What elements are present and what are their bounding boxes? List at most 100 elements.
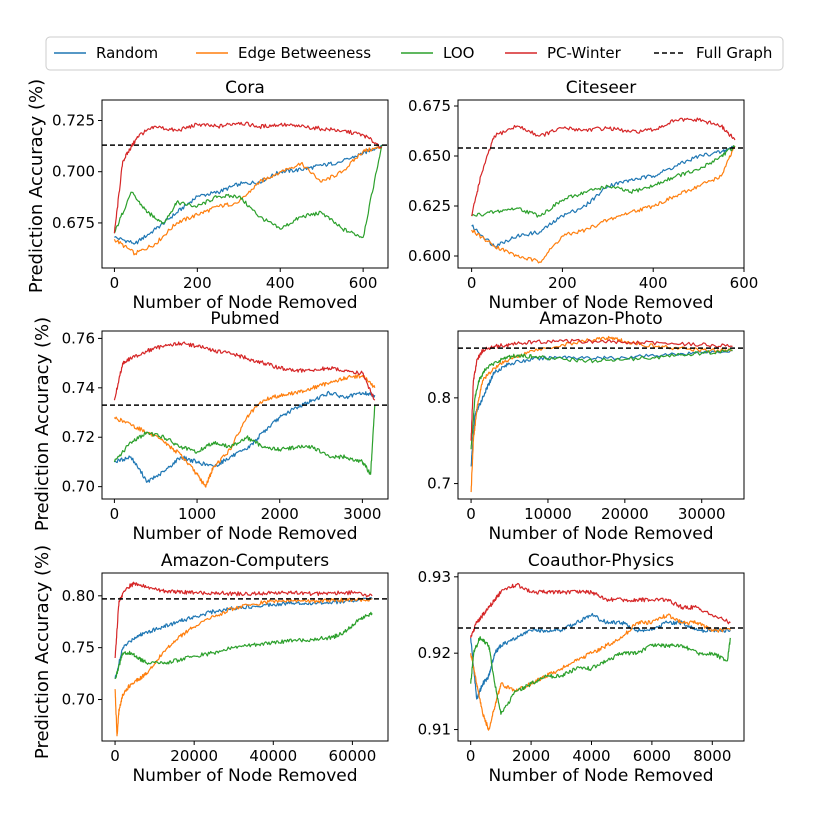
legend-item-edge-betweeness: Edge Betweeness [196, 44, 371, 62]
x-tick-label: 60000 [329, 747, 377, 765]
y-tick-label: 0.91 [418, 721, 451, 739]
x-tick-label: 2000 [261, 505, 299, 523]
x-axis-label: Number of Node Removed [132, 293, 357, 313]
y-tick-label: 0.72 [62, 428, 95, 446]
chart-title-amazon-computers: Amazon-Computers [161, 551, 329, 571]
y-tick-label: 0.93 [418, 568, 451, 586]
legend-item-pc-winter: PC-Winter [505, 44, 622, 62]
y-tick-label: 0.75 [62, 639, 95, 657]
series-line-pc-winter [114, 581, 373, 659]
x-tick-label: 10000 [524, 505, 572, 523]
x-tick-label: 0 [110, 747, 120, 765]
x-axis-label: Number of Node Removed [488, 293, 713, 313]
series-line-random [470, 349, 733, 467]
series-line-loo [113, 144, 383, 239]
y-tick-label: 0.76 [62, 329, 95, 347]
series-line-random [113, 390, 376, 483]
x-axis-label: Number of Node Removed [132, 766, 357, 786]
series-line-pc-winter [113, 121, 382, 234]
series-line-edge-betweeness [470, 613, 731, 731]
y-tick-label: 0.70 [62, 478, 95, 496]
y-tick-label: 0.675 [52, 214, 95, 232]
x-tick-label: 0 [110, 274, 120, 292]
x-axis-label: Number of Node Removed [488, 524, 713, 544]
legend-label-random: Random [96, 44, 158, 62]
x-tick-label: 3000 [343, 505, 381, 523]
panel-cora: Cora 0 200 400 600 0.675 0.700 0.725 Number of N… [52, 78, 389, 313]
chart-title-amazon-photo: Amazon-Photo [539, 309, 662, 329]
x-tick-label: 0 [467, 274, 477, 292]
ylabel-row-3: Prediction Accuracy (%) [32, 545, 53, 759]
y-tick-label: 0.625 [408, 197, 451, 215]
x-tick-label: 200 [548, 274, 577, 292]
plot-frame [457, 99, 745, 269]
x-axis-label: Number of Node Removed [488, 766, 713, 786]
y-tick-label: 0.8 [427, 389, 451, 407]
series-line-random [470, 612, 731, 700]
x-tick-label: 200 [183, 274, 212, 292]
chart-title-pubmed: Pubmed [210, 309, 279, 329]
legend-label-pc-winter: PC-Winter [547, 44, 622, 62]
y-tick-label: 0.7 [427, 475, 451, 493]
y-tick-label: 0.725 [52, 111, 95, 129]
legend-item-loo: LOO [401, 44, 474, 62]
series-line-random [114, 144, 383, 245]
series-line-loo [471, 145, 736, 218]
x-tick-label: 600 [730, 274, 759, 292]
series-line-loo [114, 611, 373, 680]
series-line-loo [470, 636, 731, 715]
chart-title-coauthor-physics: Coauthor-Physics [528, 551, 674, 571]
y-tick-label: 0.92 [418, 644, 451, 662]
x-tick-label: 2000 [512, 747, 550, 765]
x-tick-label: 4000 [572, 747, 610, 765]
plot-frame [101, 99, 389, 269]
panel-pubmed: Pubmed 0 1000 2000 3000 0.70 0.72 0.74 0.76 Numbe… [62, 309, 389, 544]
plot-frame [457, 330, 745, 500]
x-tick-label: 30000 [678, 505, 726, 523]
series-line-pc-winter [470, 338, 733, 441]
plot-frame [457, 572, 745, 742]
x-tick-label: 400 [639, 274, 668, 292]
x-tick-label: 0 [466, 747, 476, 765]
y-tick-label: 0.675 [408, 97, 451, 115]
series-line-edge-betweeness [113, 374, 376, 488]
ylabel-row-2: Prediction Accuracy (%) [32, 317, 53, 531]
x-tick-label: 0 [110, 505, 120, 523]
x-tick-label: 600 [349, 274, 378, 292]
legend-item-random: Random [54, 44, 158, 62]
legend-label-edge-betweeness: Edge Betweeness [238, 44, 371, 62]
panel-coauthor-physics: Coauthor-Physics 0 2000 4000 6000 8000 0.91 0.9… [418, 551, 745, 786]
series-line-pc-winter [470, 582, 731, 638]
series-line-edge-betweeness [114, 597, 373, 737]
y-tick-label: 0.600 [408, 247, 451, 265]
y-tick-label: 0.700 [52, 163, 95, 181]
series-line-random [114, 596, 373, 679]
x-tick-label: 20000 [601, 505, 649, 523]
ylabel-row-1: Prediction Accuracy (%) [26, 79, 47, 293]
legend-label-loo: LOO [443, 44, 474, 62]
series-line-pc-winter [113, 341, 376, 401]
panel-amazon-photo: Amazon-Photo 0 10000 20000 30000 0.7 0.8 Number… [427, 309, 745, 544]
plot-frame [101, 330, 389, 500]
chart-title-cora: Cora [225, 78, 265, 98]
y-tick-label: 0.650 [408, 147, 451, 165]
x-tick-label: 20000 [170, 747, 218, 765]
series-line-edge-betweeness [471, 145, 736, 264]
legend-label-full-graph: Full Graph [696, 44, 772, 62]
x-tick-label: 6000 [633, 747, 671, 765]
series-line-pc-winter [471, 117, 736, 217]
series-line-edge-betweeness [113, 146, 383, 256]
chart-title-citeseer: Citeseer [566, 78, 636, 98]
series-line-random [471, 145, 736, 248]
x-tick-label: 400 [266, 274, 295, 292]
x-tick-label: 8000 [693, 747, 731, 765]
panel-citeseer: Citeseer 0 200 400 600 0.600 0.625 0.650 0.675 Nu… [408, 78, 758, 313]
x-tick-label: 0 [466, 505, 476, 523]
y-tick-label: 0.70 [62, 691, 95, 709]
y-tick-label: 0.80 [62, 587, 95, 605]
plot-frame [101, 572, 389, 742]
y-tick-label: 0.74 [62, 379, 95, 397]
series-line-loo [470, 348, 733, 450]
legend-item-full-graph: Full Graph [654, 44, 772, 62]
